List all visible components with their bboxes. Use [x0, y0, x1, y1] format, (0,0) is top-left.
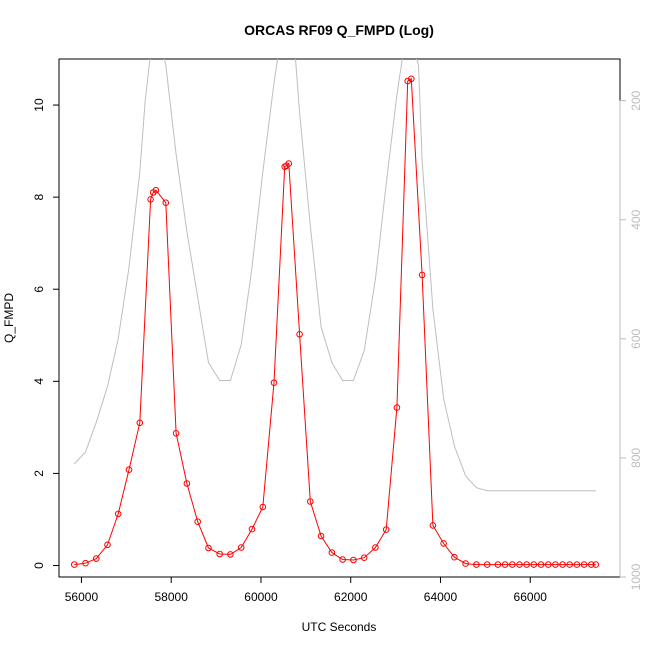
data-point	[152, 186, 160, 194]
series-line-right	[73, 59, 596, 492]
data-point	[559, 561, 566, 568]
y2-tick-label: 800	[629, 448, 643, 468]
data-point	[537, 561, 545, 568]
data-point	[285, 160, 293, 167]
x-axis-label: UTC Seconds	[302, 620, 377, 634]
data-point	[462, 560, 469, 567]
data-point	[494, 561, 502, 568]
data-point	[307, 498, 314, 505]
y2-tick-label: 1000	[629, 563, 643, 590]
data-point	[408, 75, 415, 83]
data-point	[451, 553, 458, 561]
y2-tick-label: 600	[629, 329, 643, 349]
x-tick-label: 62000	[334, 590, 368, 604]
data-point	[248, 525, 256, 533]
y-tick-label: 8	[32, 193, 46, 200]
data-point	[237, 544, 245, 551]
data-point	[544, 561, 552, 568]
data-point	[552, 561, 559, 568]
data-point	[82, 559, 89, 567]
y-tick-label: 10	[32, 98, 46, 112]
x-tick-label: 64000	[424, 590, 458, 604]
data-point	[566, 561, 574, 568]
data-point	[440, 540, 447, 547]
data-point	[501, 561, 509, 568]
data-point	[216, 550, 223, 558]
y2-tick-label: 400	[629, 209, 643, 229]
x-tick-label: 66000	[514, 590, 548, 604]
y-tick-label: 0	[32, 562, 46, 569]
data-point	[93, 555, 100, 562]
data-point	[382, 526, 390, 533]
data-point	[104, 541, 111, 549]
x-tick-label: 58000	[155, 590, 189, 604]
data-point	[162, 199, 170, 206]
data-point	[205, 544, 212, 552]
data-point	[592, 561, 600, 568]
data-point	[509, 561, 516, 568]
data-point	[573, 561, 581, 568]
y-tick-label: 2	[32, 470, 46, 477]
data-point	[71, 561, 78, 568]
data-point	[317, 532, 325, 540]
data-point	[429, 522, 437, 529]
data-point	[418, 271, 426, 279]
data-point	[516, 561, 523, 568]
y2-tick-label: 200	[629, 90, 643, 110]
data-point	[114, 510, 122, 518]
data-point	[259, 503, 267, 511]
x-tick-label: 56000	[65, 590, 99, 604]
series-layer	[71, 59, 600, 568]
y-tick-label: 4	[32, 378, 46, 385]
data-point	[328, 549, 336, 556]
data-point	[136, 419, 144, 427]
data-point	[588, 561, 595, 568]
chart-title: ORCAS RF09 Q_FMPD (Log)	[244, 22, 434, 38]
data-point	[483, 561, 491, 568]
data-point	[523, 561, 530, 568]
data-point	[339, 556, 346, 563]
data-point	[227, 551, 234, 558]
x-axis: 56000 58000 60000 62000 64000 66000	[65, 576, 548, 604]
series-line-left	[74, 77, 596, 566]
data-point	[172, 430, 180, 437]
data-point	[270, 379, 278, 387]
data-point	[350, 556, 357, 564]
x-tick-label: 60000	[244, 590, 278, 604]
data-point	[530, 561, 538, 568]
y-axis-right: 200 400 600 800 1000	[619, 90, 643, 590]
y-axis-label: Q_FMPD	[2, 293, 16, 343]
data-point	[360, 554, 368, 562]
data-point	[393, 404, 401, 411]
y-axis-left: 0 2 4 6 8 10	[32, 98, 60, 569]
data-point	[296, 331, 303, 338]
data-point	[194, 518, 201, 526]
data-point	[147, 196, 154, 203]
data-point	[580, 561, 588, 568]
plot-frame	[58, 58, 621, 578]
data-point	[125, 466, 133, 474]
y-tick-label: 6	[32, 286, 46, 293]
data-point	[372, 544, 379, 551]
data-point	[183, 480, 191, 487]
data-point	[473, 561, 480, 568]
